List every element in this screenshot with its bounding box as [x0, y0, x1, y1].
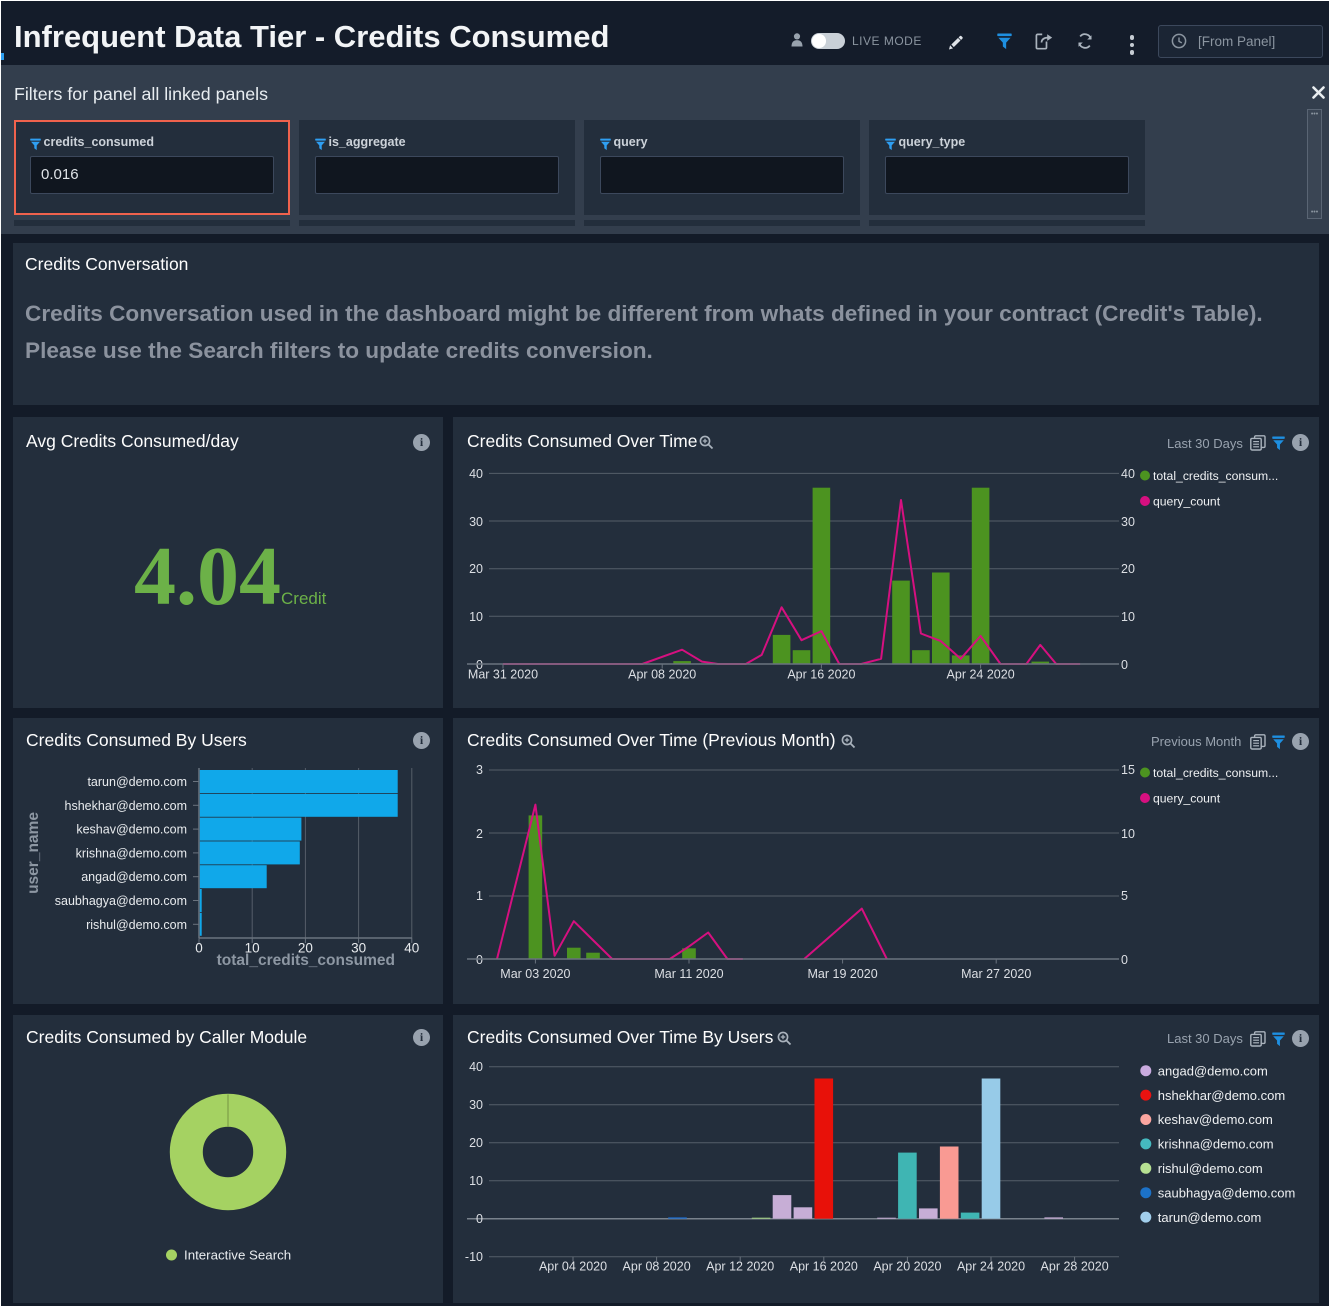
svg-text:user_name: user_name [25, 812, 42, 894]
svg-text:keshav@demo.com: keshav@demo.com [1158, 1112, 1273, 1127]
svg-text:20: 20 [469, 1136, 483, 1150]
svg-text:angad@demo.com: angad@demo.com [1158, 1063, 1268, 1078]
svg-text:1: 1 [476, 889, 483, 903]
svg-text:krishna@demo.com: krishna@demo.com [76, 846, 187, 860]
svg-text:Apr 24 2020: Apr 24 2020 [947, 668, 1015, 682]
svg-text:20: 20 [298, 941, 313, 956]
svg-text:0: 0 [476, 658, 483, 672]
svg-text:hshekhar@demo.com: hshekhar@demo.com [1158, 1088, 1285, 1103]
svg-text:saubhagya@demo.com: saubhagya@demo.com [1158, 1185, 1296, 1200]
svg-text:total_credits_consumed: total_credits_consumed [217, 952, 395, 969]
svg-text:0: 0 [1121, 658, 1128, 672]
svg-text:0: 0 [195, 941, 203, 956]
svg-text:query_count: query_count [1153, 792, 1221, 806]
svg-text:Apr 04 2020: Apr 04 2020 [539, 1260, 607, 1274]
svg-text:30: 30 [1121, 515, 1135, 529]
svg-text:-10: -10 [465, 1250, 483, 1264]
svg-text:3: 3 [476, 763, 483, 777]
svg-text:Mar 27 2020: Mar 27 2020 [961, 967, 1031, 981]
svg-text:10: 10 [469, 1174, 483, 1188]
svg-text:20: 20 [1121, 562, 1135, 576]
svg-text:30: 30 [351, 941, 366, 956]
svg-text:5: 5 [1121, 889, 1128, 903]
svg-text:Mar 03 2020: Mar 03 2020 [500, 967, 570, 981]
svg-text:10: 10 [469, 610, 483, 624]
svg-text:saubhagya@demo.com: saubhagya@demo.com [55, 894, 187, 908]
svg-text:40: 40 [469, 467, 483, 481]
svg-text:Interactive Search: Interactive Search [184, 1248, 291, 1263]
svg-text:krishna@demo.com: krishna@demo.com [1158, 1137, 1274, 1152]
svg-text:Apr 16 2020: Apr 16 2020 [790, 1260, 858, 1274]
svg-text:0: 0 [476, 1212, 483, 1226]
svg-text:Apr 24 2020: Apr 24 2020 [957, 1260, 1025, 1274]
svg-text:keshav@demo.com: keshav@demo.com [76, 823, 187, 837]
svg-text:15: 15 [1121, 763, 1135, 777]
svg-text:Apr 08 2020: Apr 08 2020 [628, 668, 696, 682]
svg-text:Apr 12 2020: Apr 12 2020 [706, 1260, 774, 1274]
svg-text:10: 10 [245, 941, 260, 956]
svg-text:40: 40 [1121, 467, 1135, 481]
svg-text:rishul@demo.com: rishul@demo.com [86, 918, 187, 932]
svg-text:30: 30 [469, 1098, 483, 1112]
svg-text:40: 40 [469, 1060, 483, 1074]
svg-text:0: 0 [1121, 953, 1128, 967]
svg-text:tarun@demo.com: tarun@demo.com [1158, 1210, 1262, 1225]
svg-text:10: 10 [1121, 610, 1135, 624]
svg-text:30: 30 [469, 515, 483, 529]
svg-text:total_credits_consum...: total_credits_consum... [1153, 469, 1278, 483]
svg-text:20: 20 [469, 562, 483, 576]
svg-text:Apr 20 2020: Apr 20 2020 [873, 1260, 941, 1274]
svg-text:Apr 28 2020: Apr 28 2020 [1041, 1260, 1109, 1274]
svg-text:Mar 19 2020: Mar 19 2020 [808, 967, 878, 981]
svg-text:total_credits_consum...: total_credits_consum... [1153, 766, 1278, 780]
svg-text:2: 2 [476, 827, 483, 841]
svg-text:tarun@demo.com: tarun@demo.com [87, 775, 187, 789]
svg-text:query_count: query_count [1153, 495, 1221, 509]
svg-text:Mar 31 2020: Mar 31 2020 [468, 668, 538, 682]
svg-text:Apr 16 2020: Apr 16 2020 [787, 668, 855, 682]
svg-text:10: 10 [1121, 827, 1135, 841]
svg-text:Mar 11 2020: Mar 11 2020 [654, 967, 723, 981]
svg-text:rishul@demo.com: rishul@demo.com [1158, 1161, 1263, 1176]
svg-text:angad@demo.com: angad@demo.com [81, 870, 187, 884]
svg-text:hshekhar@demo.com: hshekhar@demo.com [65, 799, 187, 813]
svg-text:Apr 08 2020: Apr 08 2020 [623, 1260, 691, 1274]
svg-text:40: 40 [404, 941, 419, 956]
svg-text:0: 0 [476, 953, 483, 967]
